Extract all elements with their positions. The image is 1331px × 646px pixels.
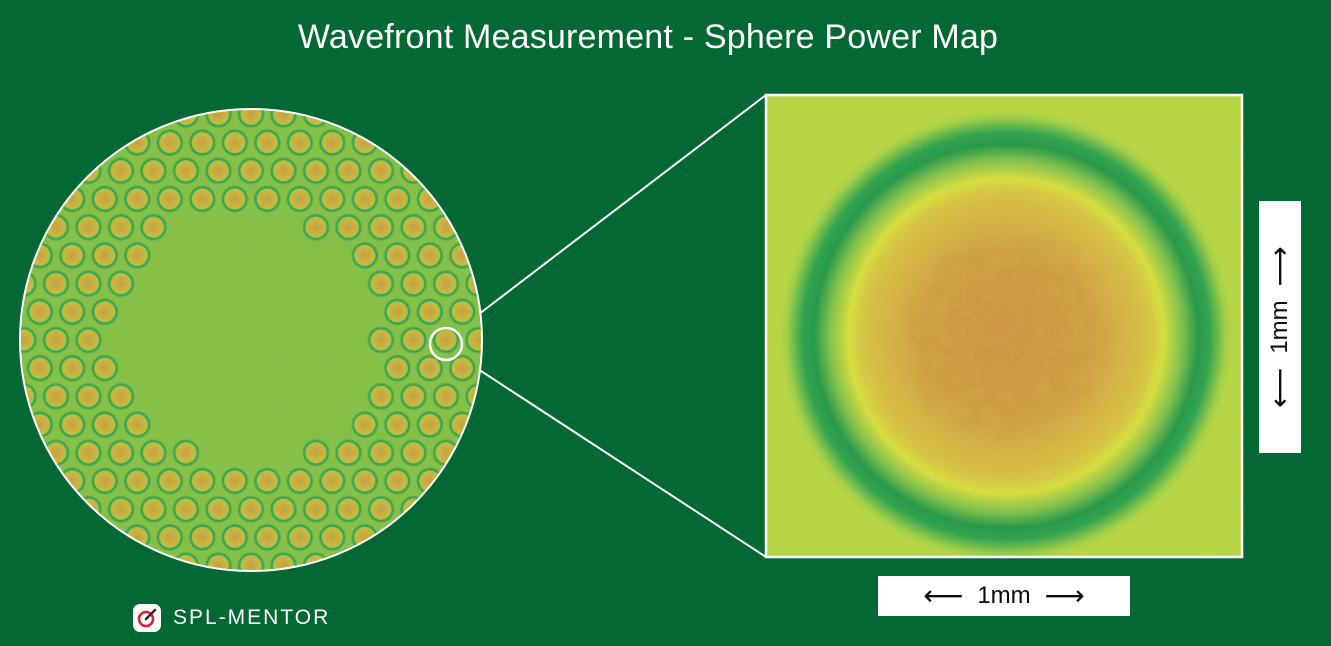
up-arrow-icon: ⟶: [1266, 246, 1294, 286]
left-arrow-icon: ⟵: [923, 582, 963, 610]
brand-name: SPL-MENTOR: [173, 606, 330, 630]
down-arrow-icon: ⟵: [1266, 368, 1294, 408]
zoom-connector-bottom: [458, 356, 766, 557]
zoom-connector-top: [458, 95, 766, 330]
horizontal-scale-bar: ⟵ 1mm ⟶: [878, 576, 1130, 616]
spl-mentor-logo-icon: [133, 604, 161, 632]
zoom-panel: [766, 95, 1242, 562]
right-arrow-icon: ⟶: [1045, 582, 1085, 610]
vertical-scale-label: 1mm: [1266, 300, 1294, 353]
vertical-scale-bar: ⟵ 1mm ⟶: [1259, 201, 1301, 453]
brand-logo: SPL-MENTOR: [133, 600, 330, 636]
horizontal-scale-label: 1mm: [977, 582, 1030, 610]
sphere-power-map: [10, 100, 493, 579]
